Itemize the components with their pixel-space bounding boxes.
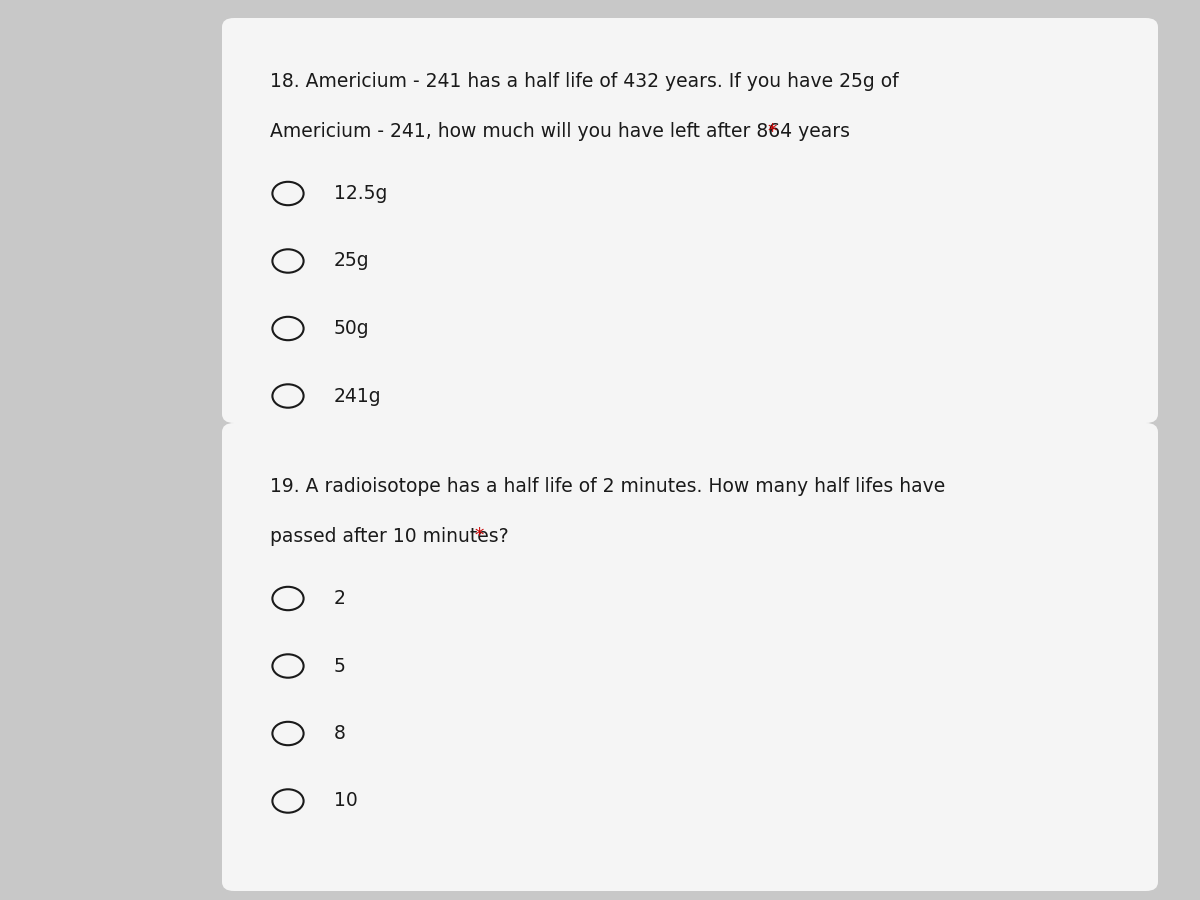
Text: 50g: 50g — [334, 319, 370, 338]
Text: *: * — [474, 526, 484, 545]
Text: 241g: 241g — [334, 386, 382, 406]
FancyBboxPatch shape — [222, 18, 1158, 423]
Text: 18. Americium - 241 has a half life of 432 years. If you have 25g of: 18. Americium - 241 has a half life of 4… — [270, 72, 899, 91]
FancyBboxPatch shape — [222, 423, 1158, 891]
Text: *: * — [768, 122, 778, 140]
Text: 5: 5 — [334, 656, 346, 676]
Text: passed after 10 minutes?: passed after 10 minutes? — [270, 526, 515, 545]
Text: 10: 10 — [334, 791, 358, 811]
Text: Americium - 241, how much will you have left after 864 years: Americium - 241, how much will you have … — [270, 122, 856, 140]
Text: 25g: 25g — [334, 251, 370, 271]
Text: 2: 2 — [334, 589, 346, 608]
Text: 19. A radioisotope has a half life of 2 minutes. How many half lifes have: 19. A radioisotope has a half life of 2 … — [270, 477, 946, 496]
Text: 12.5g: 12.5g — [334, 184, 386, 203]
Text: 8: 8 — [334, 724, 346, 743]
